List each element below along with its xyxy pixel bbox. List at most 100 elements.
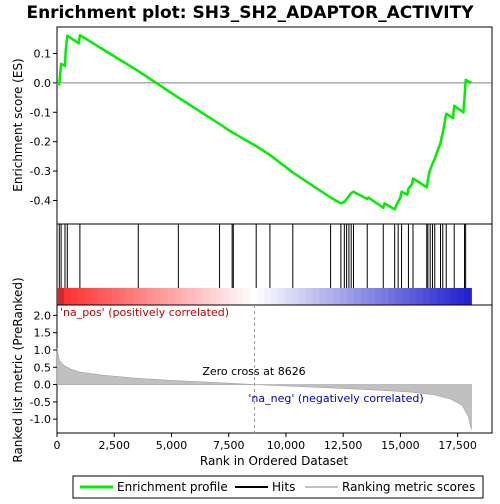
rank-color-segment	[181, 288, 189, 305]
rank-color-segment	[105, 288, 113, 305]
rank-color-segment	[395, 288, 403, 305]
x-tick-label: 10,000	[267, 439, 306, 452]
zero-cross-label: Zero cross at 8626	[202, 365, 305, 378]
rank-color-segment	[222, 288, 231, 305]
rank-color-segment	[139, 288, 148, 305]
rank-color-segment	[367, 288, 376, 305]
x-tick-label: 12,500	[324, 439, 363, 452]
rank-color-segment	[436, 288, 445, 305]
metric-y-tick-label: -1.0	[30, 413, 51, 426]
metric-y-axis-label: Ranked list metric (PreRanked)	[11, 277, 25, 462]
x-tick-label: 7,500	[213, 439, 245, 452]
metric-y-tick-label: 1.5	[34, 327, 52, 340]
metric-y-tick-label: 0.5	[34, 361, 52, 374]
es-y-axis-label: Enrichment score (ES)	[11, 58, 25, 191]
rank-color-segment	[298, 288, 307, 305]
x-tick-label: 0	[54, 439, 61, 452]
es-panel-frame	[56, 26, 493, 225]
enrichment-profile-series	[56, 33, 472, 211]
rank-color-segment	[167, 288, 175, 305]
rank-color-segment	[347, 288, 355, 305]
rank-color-segment	[333, 288, 341, 305]
legend-label-enrichment: Enrichment profile	[117, 480, 228, 494]
es-y-axis: 0.1 0.0 -0.1 -0.2 -0.3 -0.4	[30, 47, 57, 207]
rank-color-segment	[291, 288, 300, 305]
metric-panel-frame	[56, 304, 493, 434]
rank-color-segment	[84, 288, 93, 305]
rank-color-segment	[195, 288, 203, 305]
legend-label-metric: Ranking metric scores	[342, 480, 475, 494]
rank-color-segment	[360, 288, 369, 305]
rank-color-segment	[284, 288, 293, 305]
rank-color-segment	[174, 288, 182, 305]
rank-color-segment	[57, 288, 65, 305]
rank-color-segment	[215, 288, 224, 305]
rank-color-segment	[429, 288, 438, 305]
rank-color-segment	[381, 288, 390, 305]
rank-color-segment	[278, 288, 286, 305]
rank-color-segment	[340, 288, 348, 305]
positive-correlation-label: 'na_pos' (positively correlated)	[60, 306, 229, 319]
rank-color-segment	[271, 288, 279, 305]
metric-y-tick-label: 0.0	[34, 379, 52, 392]
rank-color-segment	[202, 288, 210, 305]
rank-color-segment	[353, 288, 362, 305]
x-tick-label: 15,000	[381, 439, 420, 452]
rank-color-segment	[374, 288, 383, 305]
rank-color-segment	[160, 288, 169, 305]
rank-color-segment	[257, 288, 265, 305]
rank-color-segment	[208, 288, 217, 305]
rank-color-segment	[146, 288, 155, 305]
rank-color-segment	[98, 288, 106, 305]
enrichment-profile-line	[56, 33, 472, 211]
rank-color-segment	[450, 288, 459, 305]
metric-y-tick-label: -0.5	[30, 396, 51, 409]
rank-color-segment	[153, 288, 162, 305]
metric-y-tick-label: 2.0	[34, 309, 52, 322]
rank-color-segment	[416, 288, 424, 305]
es-y-tick-label: 0.1	[34, 47, 52, 60]
chart-title: Enrichment plot: SH3_SH2_ADAPTOR_ACTIVIT…	[26, 3, 474, 23]
rank-color-segment	[112, 288, 120, 305]
rank-color-segment	[91, 288, 99, 305]
metric-y-tick-label: 1.0	[34, 344, 52, 357]
es-y-tick-label: 0.0	[34, 77, 52, 90]
rank-color-segment	[464, 288, 472, 305]
hit-marks	[58, 224, 467, 288]
es-y-tick-label: -0.1	[30, 106, 51, 119]
rank-color-segment	[443, 288, 452, 305]
rank-color-bar	[57, 288, 472, 305]
rank-color-segment	[409, 288, 417, 305]
x-tick-label: 2,500	[98, 439, 130, 452]
x-tick-label: 17,500	[438, 439, 477, 452]
rank-color-segment	[63, 288, 72, 305]
rank-color-segment	[243, 288, 251, 305]
rank-color-segment	[457, 288, 465, 305]
legend: Enrichment profile Hits Ranking metric s…	[72, 475, 484, 499]
rank-color-segment	[229, 288, 238, 305]
rank-color-segment	[319, 288, 327, 305]
x-axis-label: Rank in Ordered Dataset	[200, 454, 348, 468]
rank-color-segment	[70, 288, 79, 305]
x-tick-label: 5,000	[156, 439, 188, 452]
es-y-tick-label: -0.3	[30, 165, 51, 178]
rank-color-segment	[250, 288, 258, 305]
legend-label-hits: Hits	[272, 480, 295, 494]
rank-color-segment	[312, 288, 320, 305]
rank-color-segment	[423, 288, 431, 305]
rank-color-segment	[77, 288, 86, 305]
metric-y-axis: 2.0 1.5 1.0 0.5 0.0 -0.5 -1.0	[30, 309, 57, 426]
negative-correlation-label: 'na_neg' (negatively correlated)	[248, 392, 423, 405]
legend-frame	[72, 475, 484, 499]
rank-color-segment	[388, 288, 396, 305]
rank-color-segment	[236, 288, 244, 305]
rank-color-segment	[188, 288, 196, 305]
rank-color-segment	[305, 288, 314, 305]
rank-color-segment	[119, 288, 127, 305]
es-y-tick-label: -0.2	[30, 136, 51, 149]
rank-color-segment	[264, 288, 272, 305]
rank-color-segment	[402, 288, 410, 305]
x-axis: 0 2,500 5,000 7,500 10,000 12,500 15,000 17,500	[54, 433, 477, 452]
